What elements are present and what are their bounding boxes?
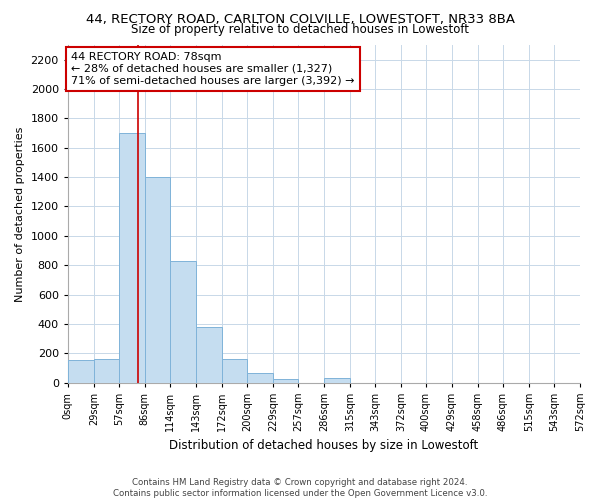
Bar	[119, 133, 145, 382]
Text: 44, RECTORY ROAD, CARLTON COLVILLE, LOWESTOFT, NR33 8BA: 44, RECTORY ROAD, CARLTON COLVILLE, LOWE…	[86, 12, 515, 26]
Bar	[170, 261, 196, 382]
Bar	[222, 359, 247, 382]
Bar	[273, 379, 298, 382]
Bar	[68, 360, 94, 382]
Text: Size of property relative to detached houses in Lowestoft: Size of property relative to detached ho…	[131, 22, 469, 36]
Bar	[324, 378, 350, 382]
Text: Contains HM Land Registry data © Crown copyright and database right 2024.
Contai: Contains HM Land Registry data © Crown c…	[113, 478, 487, 498]
Bar	[145, 177, 170, 382]
Text: 44 RECTORY ROAD: 78sqm
← 28% of detached houses are smaller (1,327)
71% of semi-: 44 RECTORY ROAD: 78sqm ← 28% of detached…	[71, 52, 355, 86]
Y-axis label: Number of detached properties: Number of detached properties	[15, 126, 25, 302]
X-axis label: Distribution of detached houses by size in Lowestoft: Distribution of detached houses by size …	[169, 440, 479, 452]
Bar	[94, 359, 119, 382]
Bar	[196, 327, 222, 382]
Bar	[247, 373, 273, 382]
